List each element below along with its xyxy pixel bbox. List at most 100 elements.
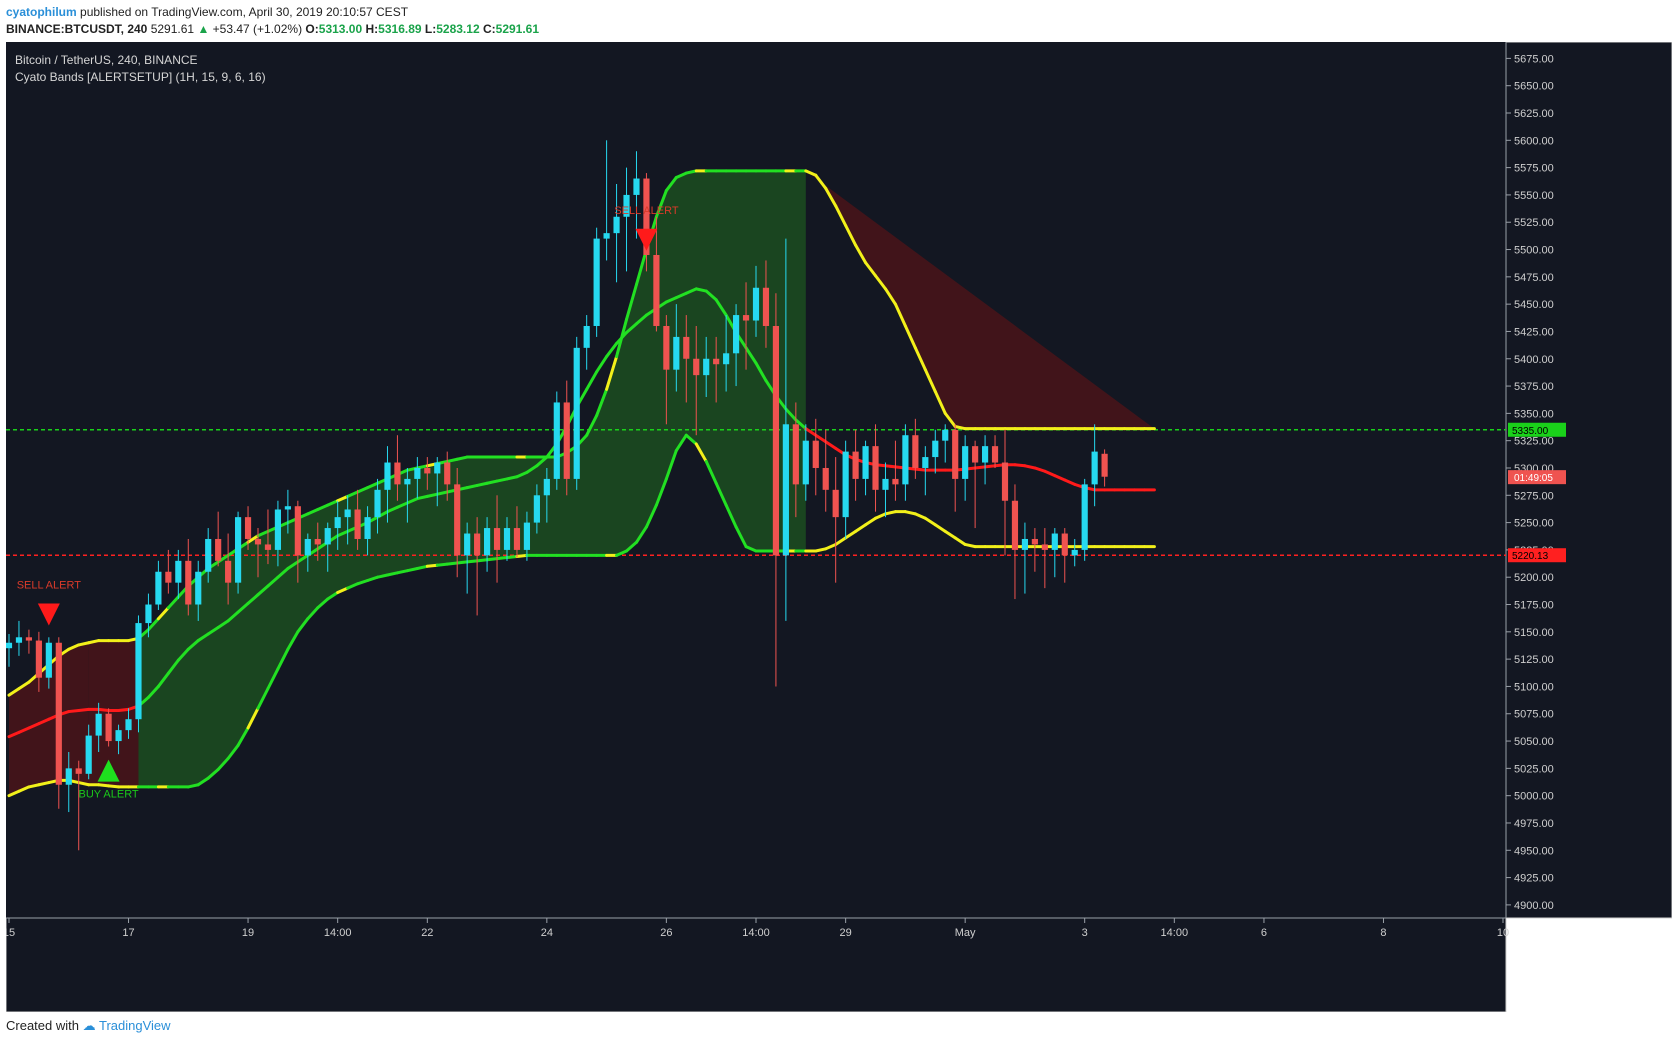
- band-line-basis: [704, 289, 718, 302]
- y-tick-label: 4975.00: [1514, 818, 1554, 830]
- band-line-basis: [67, 708, 81, 714]
- candle-body: [962, 446, 969, 479]
- candle-body: [553, 402, 560, 479]
- x-tick-label: 6: [1261, 927, 1267, 939]
- band-line-lower: [286, 630, 300, 651]
- band-line-basis: [744, 346, 758, 365]
- band-line-basis: [525, 464, 539, 474]
- band-line-lower: [425, 563, 439, 568]
- candle-body: [274, 509, 282, 550]
- band-line-basis: [784, 407, 798, 422]
- band-line-basis: [156, 671, 170, 688]
- candle-body: [1021, 538, 1029, 550]
- candle-body: [215, 538, 222, 561]
- band-line-basis: [246, 593, 260, 605]
- price-chart[interactable]: 5675.00 5650.00 5625.00 5600.00 5575.00 5550.…: [6, 42, 1672, 1012]
- band-line-basis: [824, 440, 838, 450]
- band-line-upper: [854, 243, 868, 265]
- band-line-upper: [585, 414, 599, 437]
- y-tick-label: 5650.00: [1514, 81, 1554, 93]
- candle-body: [902, 435, 909, 485]
- candle-body: [1031, 538, 1038, 545]
- band-line-basis: [615, 331, 629, 345]
- candle-body: [384, 462, 391, 490]
- y-tick-label: 5050.00: [1514, 736, 1554, 748]
- candle-body: [125, 719, 132, 731]
- candle-body: [234, 517, 242, 583]
- band-line-basis: [415, 494, 429, 501]
- band-line-lower: [405, 566, 419, 573]
- band-line-lower: [704, 459, 718, 485]
- band-line-basis: [814, 433, 828, 444]
- candle-body: [533, 495, 540, 523]
- candle-body: [6, 642, 13, 649]
- candle-body: [1071, 549, 1078, 556]
- band-line-upper: [634, 248, 648, 286]
- candle-body: [573, 347, 580, 479]
- candle-body: [135, 623, 142, 720]
- band-line-lower: [684, 433, 698, 446]
- band-line-basis: [405, 497, 419, 505]
- x-tick-label: 15: [6, 927, 15, 939]
- band-line-lower: [475, 558, 489, 563]
- candle-body: [493, 528, 501, 550]
- candle-body: [334, 517, 341, 529]
- band-line-upper: [664, 175, 678, 193]
- candle-body: [165, 571, 172, 583]
- band-line-basis: [983, 464, 997, 469]
- candle-body: [434, 462, 441, 474]
- band-line-upper: [256, 529, 270, 538]
- band-line-lower: [883, 510, 897, 516]
- candle-body: [105, 713, 112, 742]
- band-line-lower: [953, 536, 967, 546]
- band-line-basis: [425, 492, 439, 498]
- y-tick-label: 5400.00: [1514, 354, 1554, 366]
- band-line-upper: [595, 387, 609, 418]
- band-line-lower: [236, 726, 250, 747]
- candle-body: [772, 325, 780, 556]
- band-line-lower: [615, 549, 629, 557]
- candle-body: [1011, 500, 1019, 550]
- candle-body: [145, 604, 152, 624]
- band-line-lower: [326, 591, 340, 601]
- band-line-basis: [585, 370, 599, 391]
- x-tick-label: 3: [1082, 927, 1088, 939]
- tradingview-link[interactable]: TradingView: [99, 1018, 171, 1033]
- band-line-lower: [97, 783, 111, 788]
- candle-body: [583, 325, 590, 348]
- candle-body: [543, 478, 550, 496]
- band-line-upper: [445, 457, 459, 463]
- band-line-basis: [883, 464, 897, 469]
- candle-body: [364, 517, 371, 539]
- band-line-upper: [415, 464, 429, 470]
- candle-body: [1101, 453, 1108, 477]
- candle-body: [653, 254, 660, 326]
- band-fill: [138, 170, 806, 787]
- candle-body: [195, 571, 202, 605]
- author-link[interactable]: cyatophilum: [6, 5, 77, 19]
- band-line-lower: [854, 523, 868, 533]
- band-line-basis: [1053, 474, 1067, 482]
- x-tick-label: May: [955, 927, 976, 939]
- band-line-basis: [634, 313, 648, 326]
- candle-body: [45, 642, 52, 678]
- band-line-lower: [356, 578, 370, 586]
- band-line-lower: [834, 536, 848, 546]
- sell-alert-label: SELL ALERT: [17, 579, 81, 591]
- chart-legend-symbol: Bitcoin / TetherUS, 240, BINANCE: [15, 53, 198, 67]
- tradingview-logo-icon: ☁: [82, 1018, 96, 1033]
- band-line-upper: [903, 324, 917, 350]
- symbol-label: BINANCE:BTCUSDT, 240: [6, 22, 148, 36]
- y-tick-label: 5075.00: [1514, 709, 1554, 721]
- x-tick-label: 17: [122, 927, 134, 939]
- band-line-basis: [226, 610, 240, 623]
- band-line-basis: [664, 296, 678, 304]
- band-line-basis: [1033, 466, 1047, 473]
- candle-body: [603, 233, 610, 239]
- band-line-basis: [1013, 463, 1027, 468]
- y-tick-label: 5375.00: [1514, 381, 1554, 393]
- band-line-lower: [625, 540, 638, 553]
- candle-body: [872, 446, 879, 490]
- band-line-lower: [744, 545, 758, 553]
- band-line-basis: [146, 684, 160, 699]
